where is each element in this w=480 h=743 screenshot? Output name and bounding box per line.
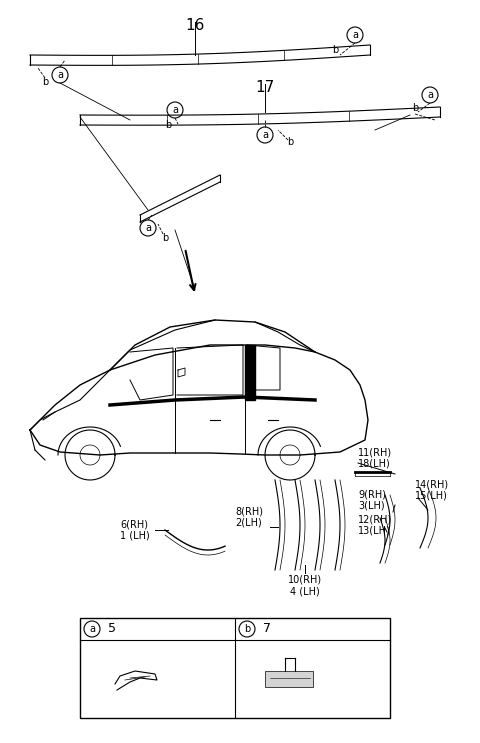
FancyBboxPatch shape [80, 618, 390, 718]
Text: a: a [352, 30, 358, 40]
Text: b: b [165, 120, 171, 130]
Text: 9(RH)
3(LH): 9(RH) 3(LH) [358, 489, 386, 510]
Text: b: b [287, 137, 293, 147]
Text: 5: 5 [108, 623, 116, 635]
Text: a: a [145, 223, 151, 233]
Text: 17: 17 [255, 80, 275, 95]
Text: b: b [332, 45, 338, 55]
Text: a: a [262, 130, 268, 140]
Text: a: a [89, 624, 95, 634]
Text: 7: 7 [263, 623, 271, 635]
Text: 8(RH)
2(LH): 8(RH) 2(LH) [235, 506, 263, 528]
Text: a: a [427, 90, 433, 100]
Text: b: b [412, 103, 418, 113]
Text: b: b [244, 624, 250, 634]
Text: 12(RH)
13(LH): 12(RH) 13(LH) [358, 514, 392, 536]
Text: 14(RH)
15(LH): 14(RH) 15(LH) [415, 479, 449, 501]
Text: 11(RH)
18(LH): 11(RH) 18(LH) [358, 447, 392, 469]
Text: a: a [57, 70, 63, 80]
Text: b: b [42, 77, 48, 87]
Text: 6(RH)
1 (LH): 6(RH) 1 (LH) [120, 519, 150, 541]
Text: a: a [172, 105, 178, 115]
Text: 10(RH)
4 (LH): 10(RH) 4 (LH) [288, 575, 322, 597]
Polygon shape [245, 345, 255, 400]
FancyBboxPatch shape [265, 671, 313, 687]
Text: 16: 16 [185, 18, 204, 33]
Text: b: b [162, 233, 168, 243]
